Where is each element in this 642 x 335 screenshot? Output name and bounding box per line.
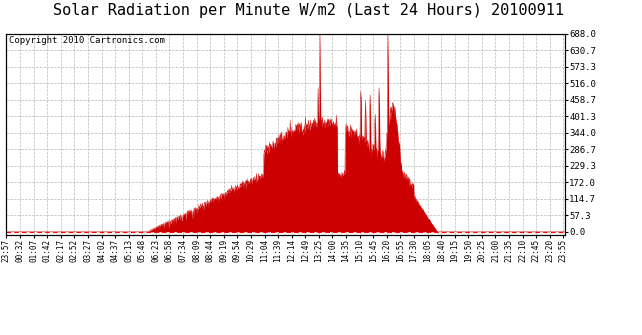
Text: Solar Radiation per Minute W/m2 (Last 24 Hours) 20100911: Solar Radiation per Minute W/m2 (Last 24… — [53, 3, 564, 18]
Text: Copyright 2010 Cartronics.com: Copyright 2010 Cartronics.com — [9, 36, 165, 45]
